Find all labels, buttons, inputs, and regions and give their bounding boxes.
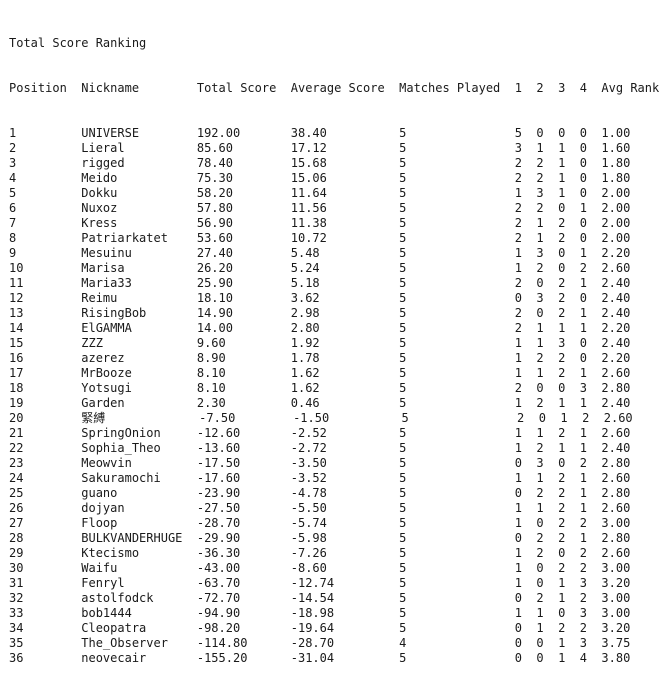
table-row: 30 Waifu -43.00 -8.60 5 1 0 2 2 3.00 <box>9 561 631 575</box>
table-row: 12 Reimu 18.10 3.62 5 0 3 2 0 2.40 <box>9 291 631 305</box>
table-row: 15 ZZZ 9.60 1.92 5 1 1 3 0 2.40 <box>9 336 631 350</box>
table-row: 36 neovecair -155.20 -31.04 5 0 0 1 4 3.… <box>9 651 631 665</box>
table-row: 19 Garden 2.30 0.46 5 1 2 1 1 2.40 <box>9 396 631 410</box>
table-row: 6 Nuxoz 57.80 11.56 5 2 2 0 1 2.00 <box>9 201 631 215</box>
table-row: 7 Kress 56.90 11.38 5 2 1 2 0 2.00 <box>9 216 631 230</box>
table-row: 11 Maria33 25.90 5.18 5 2 0 2 1 2.40 <box>9 276 631 290</box>
ranking-rows: 1 UNIVERSE 192.00 38.40 5 5 0 0 0 1.00 2 … <box>9 126 659 666</box>
table-row: 26 dojyan -27.50 -5.50 5 1 1 2 1 2.60 <box>9 501 631 515</box>
table-row: 29 Ktecismo -36.30 -7.26 5 1 2 0 2 2.60 <box>9 546 631 560</box>
table-row: 8 Patriarkatet 53.60 10.72 5 2 1 2 0 2.0… <box>9 231 631 245</box>
table-row: 9 Mesuinu 27.40 5.48 5 1 3 0 1 2.20 <box>9 246 631 260</box>
table-header: Position Nickname Total Score Average Sc… <box>9 81 660 95</box>
table-row: 27 Floop -28.70 -5.74 5 1 0 2 2 3.00 <box>9 516 631 530</box>
table-row: 10 Marisa 26.20 5.24 5 1 2 0 2 2.60 <box>9 261 631 275</box>
table-row: 32 astolfodck -72.70 -14.54 5 0 2 1 2 3.… <box>9 591 631 605</box>
table-row: 14 ElGAMMA 14.00 2.80 5 2 1 1 1 2.20 <box>9 321 631 335</box>
table-row: 25 guano -23.90 -4.78 5 0 2 2 1 2.80 <box>9 486 631 500</box>
ranking-document: Total Score Ranking Position Nickname To… <box>9 6 659 681</box>
table-row: 33 bob1444 -94.90 -18.98 5 1 1 0 3 3.00 <box>9 606 631 620</box>
table-row: 3 rigged 78.40 15.68 5 2 2 1 0 1.80 <box>9 156 631 170</box>
ranking-title: Total Score Ranking <box>9 36 147 50</box>
table-row: 17 MrBooze 8.10 1.62 5 1 1 2 1 2.60 <box>9 366 631 380</box>
table-row: 21 SpringOnion -12.60 -2.52 5 1 1 2 1 2.… <box>9 426 631 440</box>
table-row: 23 Meowvin -17.50 -3.50 5 0 3 0 2 2.80 <box>9 456 631 470</box>
table-row: 28 BULKVANDERHUGE -29.90 -5.98 5 0 2 2 1… <box>9 531 631 545</box>
table-row: 5 Dokku 58.20 11.64 5 1 3 1 0 2.00 <box>9 186 631 200</box>
table-row: 4 Meido 75.30 15.06 5 2 2 1 0 1.80 <box>9 171 631 185</box>
table-row: 2 Lieral 85.60 17.12 5 3 1 1 0 1.60 <box>9 141 631 155</box>
table-row: 18 Yotsugi 8.10 1.62 5 2 0 0 3 2.80 <box>9 381 631 395</box>
table-row: 22 Sophia_Theo -13.60 -2.72 5 1 2 1 1 2.… <box>9 441 631 455</box>
table-row: 31 Fenryl -63.70 -12.74 5 1 0 1 3 3.20 <box>9 576 631 590</box>
table-row: 20 緊縛 -7.50 -1.50 5 2 0 1 2 2.60 <box>9 411 633 425</box>
table-row: 13 RisingBob 14.90 2.98 5 2 0 2 1 2.40 <box>9 306 631 320</box>
table-row: 16 azerez 8.90 1.78 5 1 2 2 0 2.20 <box>9 351 631 365</box>
table-row: 34 Cleopatra -98.20 -19.64 5 0 1 2 2 3.2… <box>9 621 631 635</box>
table-row: 1 UNIVERSE 192.00 38.40 5 5 0 0 0 1.00 <box>9 126 631 140</box>
table-row: 24 Sakuramochi -17.60 -3.52 5 1 1 2 1 2.… <box>9 471 631 485</box>
table-row: 35 The_Observer -114.80 -28.70 4 0 0 1 3… <box>9 636 631 650</box>
